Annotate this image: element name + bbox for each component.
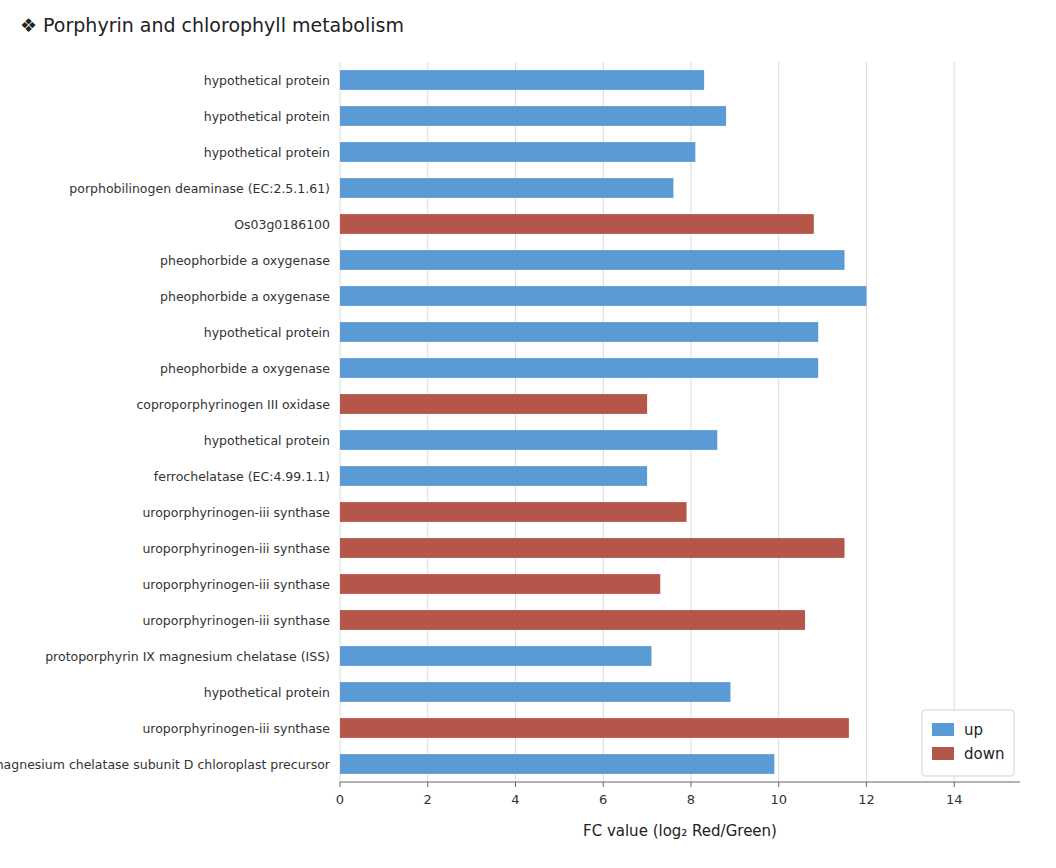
category-label: uroporphyrinogen-iii synthase [142, 505, 330, 520]
category-label: Os03g0186100 [234, 217, 330, 232]
legend-label: up [964, 721, 983, 739]
category-label: protoporphyrin IX magnesium chelatase (I… [45, 649, 330, 664]
bar [340, 430, 717, 450]
bar [340, 214, 814, 234]
bar [340, 250, 845, 270]
bar [340, 610, 805, 630]
bars [340, 70, 866, 774]
bar [340, 178, 673, 198]
category-label: coproporphyrinogen III oxidase [136, 397, 330, 412]
grid-line [778, 62, 779, 782]
category-label: uroporphyrinogen-iii synthase [142, 577, 330, 592]
bar [340, 286, 866, 306]
bar [340, 574, 660, 594]
tick-mark [866, 782, 867, 787]
tick-mark [778, 782, 779, 787]
category-label: pheophorbide a oxygenase [160, 253, 330, 268]
chart-container: ❖ Porphyrin and chlorophyll metabolism 0 2… [0, 0, 1056, 868]
legend-swatch [932, 723, 954, 736]
legend-label: down [964, 745, 1004, 763]
tick-label: 0 [336, 792, 344, 807]
tick-mark [603, 782, 604, 787]
category-label: hypothetical protein [204, 325, 330, 340]
bar [340, 142, 695, 162]
category-label: uroporphyrinogen-iii synthase [142, 541, 330, 556]
tick-label: 14 [946, 792, 963, 807]
bar [340, 502, 687, 522]
bar [340, 466, 647, 486]
bar [340, 394, 647, 414]
category-label: hypothetical protein [204, 433, 330, 448]
tick-label: 4 [511, 792, 519, 807]
category-label: ferrochelatase (EC:4.99.1.1) [154, 469, 330, 484]
bar [340, 106, 726, 126]
grid-line [515, 62, 516, 782]
grid-line [866, 62, 867, 782]
category-label: porphobilinogen deaminase (EC:2.5.1.61) [69, 181, 330, 196]
category-label: hypothetical protein [204, 73, 330, 88]
tick-label: 10 [770, 792, 787, 807]
tick-mark [515, 782, 516, 787]
tick-mark [690, 782, 691, 787]
tick-label: 6 [599, 792, 607, 807]
bar [340, 358, 818, 378]
bar [340, 754, 774, 774]
tick-mark [954, 782, 955, 787]
category-label: uroporphyrinogen-iii synthase [142, 613, 330, 628]
tick-mark [340, 782, 341, 787]
category-label: uroporphyrinogen-iii synthase [142, 721, 330, 736]
category-label: hypothetical protein [204, 109, 330, 124]
tick-label: 12 [858, 792, 875, 807]
title: ❖ Porphyrin and chlorophyll metabolism [20, 14, 404, 36]
bar [340, 646, 651, 666]
bar [340, 322, 818, 342]
tick-mark [427, 782, 428, 787]
tick-label: 2 [424, 792, 432, 807]
category-label: magnesium chelatase subunit D chloroplas… [0, 757, 331, 772]
grid-line [427, 62, 428, 782]
category-label: hypothetical protein [204, 685, 330, 700]
x-axis-line [340, 782, 1020, 783]
grid-line [340, 62, 341, 782]
x-axis-label: FC value (log₂ Red/Green) [583, 822, 777, 840]
legend: up down [922, 710, 1014, 776]
bar [340, 538, 845, 558]
legend-swatch [932, 747, 954, 760]
bar [340, 70, 704, 90]
grid-line [690, 62, 691, 782]
grid-line [603, 62, 604, 782]
grid-line [954, 62, 955, 782]
category-label: pheophorbide a oxygenase [160, 289, 330, 304]
bar [340, 718, 849, 738]
grid [340, 62, 954, 782]
chart-svg: ❖ Porphyrin and chlorophyll metabolism 0 2… [0, 0, 1056, 868]
legend-frame [922, 710, 1014, 776]
bar [340, 682, 730, 702]
category-label: hypothetical protein [204, 145, 330, 160]
category-label: pheophorbide a oxygenase [160, 361, 330, 376]
tick-label: 8 [687, 792, 695, 807]
